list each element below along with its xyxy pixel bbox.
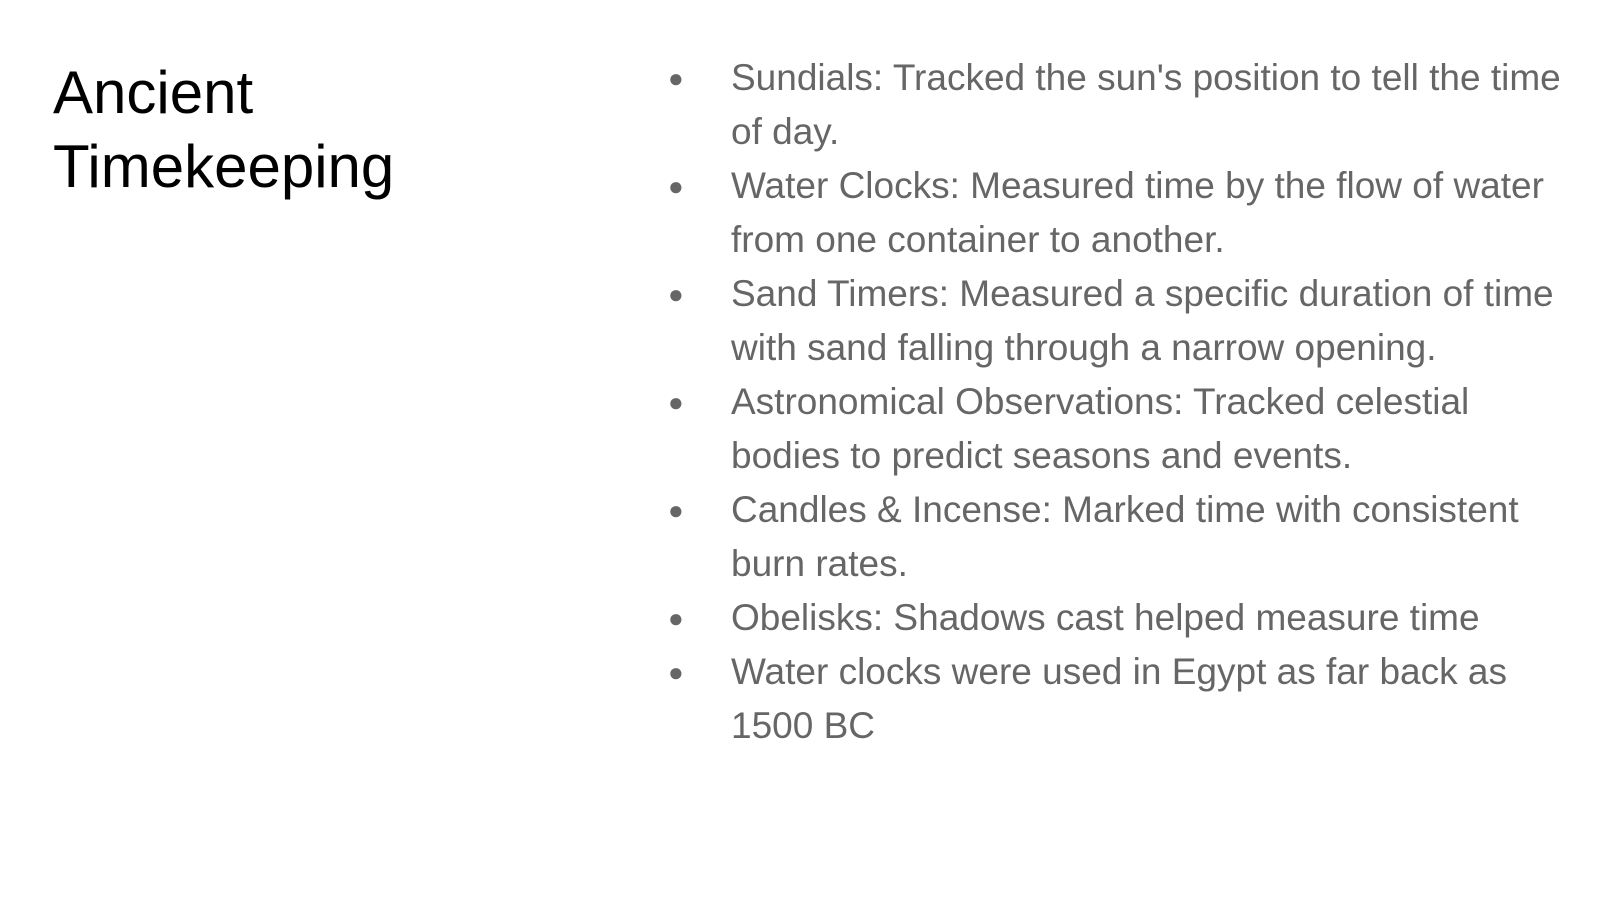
bullet-text: Candles & Incense: Marked time with cons… <box>731 489 1519 584</box>
bullet-item-sand-timers: ● Sand Timers: Measured a specific durat… <box>668 267 1578 375</box>
slide-title-line-1: Ancient <box>53 59 254 126</box>
bullet-dot-icon: ● <box>668 495 684 525</box>
bullet-text: Sand Timers: Measured a specific duratio… <box>731 273 1554 368</box>
bullet-list: ● Sundials: Tracked the sun's position t… <box>668 51 1578 753</box>
bullet-dot-icon: ● <box>668 63 684 93</box>
bullet-dot-icon: ● <box>668 171 684 201</box>
bullet-text: Obelisks: Shadows cast helped measure ti… <box>731 597 1480 638</box>
bullet-item-water-clocks: ● Water Clocks: Measured time by the flo… <box>668 159 1578 267</box>
bullet-dot-icon: ● <box>668 657 684 687</box>
bullet-text: Water clocks were used in Egypt as far b… <box>731 651 1507 746</box>
slide-title-line-2: Timekeeping <box>53 133 395 200</box>
bullet-dot-icon: ● <box>668 279 684 309</box>
bullet-item-candles-incense: ● Candles & Incense: Marked time with co… <box>668 483 1578 591</box>
bullet-item-egypt-water-clocks: ● Water clocks were used in Egypt as far… <box>668 645 1578 753</box>
bullet-dot-icon: ● <box>668 387 684 417</box>
bullet-item-obelisks: ● Obelisks: Shadows cast helped measure … <box>668 591 1578 645</box>
bullet-text: Sundials: Tracked the sun's position to … <box>731 57 1561 152</box>
bullet-item-sundials: ● Sundials: Tracked the sun's position t… <box>668 51 1578 159</box>
bullet-text: Astronomical Observations: Tracked celes… <box>731 381 1470 476</box>
bullet-dot-icon: ● <box>668 603 684 633</box>
bullet-item-astronomical-observations: ● Astronomical Observations: Tracked cel… <box>668 375 1578 483</box>
slide-title: Ancient Timekeeping <box>53 56 573 204</box>
bullet-text: Water Clocks: Measured time by the flow … <box>731 165 1544 260</box>
